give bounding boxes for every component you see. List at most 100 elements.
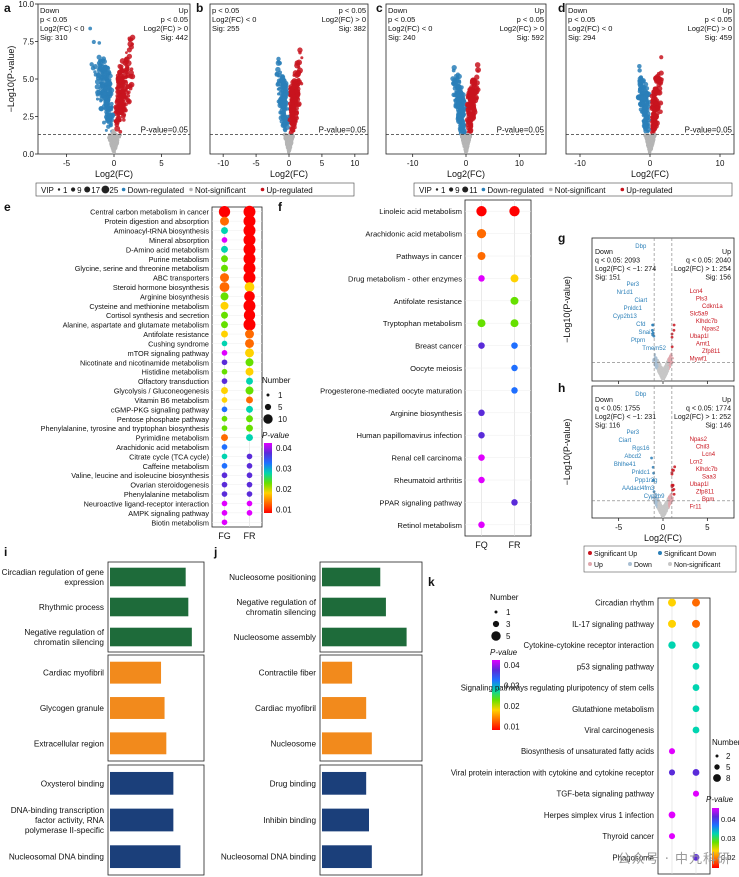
color-legend-tick: 0.01 [276, 506, 292, 515]
category-label: Pentose phosphate pathway [117, 415, 209, 424]
bar-bp [322, 597, 386, 617]
dotplot-f: Linoleic acid metabolism Arachidonic acid… [320, 199, 532, 732]
up-point [655, 105, 659, 109]
down-gene-label: AAdacl4fm3 [622, 486, 655, 492]
dot-fq [476, 229, 487, 239]
size-legend-dot [264, 403, 272, 411]
dot-fg [221, 510, 228, 516]
up-point [289, 100, 295, 106]
down-gene-label: Cyp2b9 [644, 494, 665, 500]
color-legend-tick: 0.03 [276, 465, 292, 474]
up-point [127, 100, 131, 104]
legend-title: VIP [419, 186, 432, 195]
ns-point [463, 143, 467, 147]
category-label: Central carbon metabolism in cancer [90, 208, 209, 217]
size-legend-title: Number [712, 738, 739, 747]
down-point [281, 99, 288, 106]
size-legend-label: 1 [278, 391, 283, 400]
dot-fg [221, 245, 228, 253]
category-label: Nucleosome [270, 739, 316, 748]
down-annotation: Sig: 116 [595, 423, 620, 430]
dot-fq [477, 319, 486, 328]
legend-entry: Significant Down [664, 551, 716, 558]
dot [668, 811, 676, 819]
size-legend-label: 2 [726, 752, 731, 761]
category-label: DNA-binding transcription [11, 806, 105, 815]
down-point [93, 73, 98, 77]
dot-fr [243, 205, 256, 218]
color-legend-title: P-value [706, 795, 734, 804]
category-label: IL-17 signaling pathway [572, 620, 654, 629]
down-annotation: Log2(FC) < 0 [40, 24, 84, 33]
down-gene-label: Per3 [626, 430, 639, 436]
x-axis-label: Log2(FC) [95, 169, 133, 179]
down-point [638, 75, 643, 80]
dot-fr [246, 405, 253, 413]
dot-fg [221, 359, 228, 366]
legend-entry: Down [634, 562, 652, 569]
down-point [91, 39, 96, 45]
up-annotation: Sig: 459 [704, 33, 732, 42]
point [654, 362, 657, 365]
point [654, 356, 657, 360]
up-gene-label: Lcn4 [690, 289, 704, 295]
point [657, 505, 661, 508]
legend-box [583, 545, 737, 573]
down-point [104, 100, 109, 106]
up-point [473, 79, 478, 84]
down-point [109, 101, 114, 106]
up-gene-label: Npas2 [702, 327, 720, 333]
dot-fg [221, 519, 228, 526]
up-point [127, 36, 132, 41]
dot [692, 619, 700, 628]
dot [668, 833, 676, 840]
up-annotation: Sig: 592 [516, 33, 544, 42]
up-point [292, 80, 298, 86]
bar-bp [322, 627, 407, 647]
dot-fr [243, 243, 256, 256]
y-axis-label: −Log10(P-value) [562, 276, 572, 343]
dot-fg [220, 292, 229, 301]
dot-fr [244, 282, 255, 292]
category-label: TGF-beta signaling pathway [556, 790, 654, 799]
dot-fr [246, 453, 253, 460]
dot-fq [478, 521, 485, 529]
dot [692, 790, 700, 797]
down-point [645, 101, 650, 107]
category-label: polymerase II-specific [25, 826, 104, 835]
up-point [115, 79, 122, 85]
up-point [471, 84, 475, 88]
point [657, 502, 660, 505]
up-point [122, 79, 126, 83]
dot-fg [221, 368, 228, 375]
dot-fr [246, 434, 253, 442]
bar-cc [110, 661, 162, 684]
category-label: Cysteine and methionine metabolism [89, 302, 209, 311]
up-point [288, 86, 294, 92]
category-label: Drug metabolism - other enzymes [348, 274, 462, 283]
up-gene-label: Npas2 [690, 437, 708, 443]
category-label: chromatin silencing [34, 638, 105, 647]
down-point [451, 80, 456, 86]
legend-entry: Up-regulated [267, 186, 313, 195]
up-point [654, 96, 658, 101]
down-point [459, 127, 464, 131]
category-label: Nucleosome assembly [234, 633, 317, 642]
category-label: Cytokine-cytokine receptor interaction [524, 641, 654, 650]
bar-mf [322, 771, 367, 795]
ns-point [111, 145, 115, 149]
x-tick-label: 5 [159, 159, 164, 168]
point [671, 357, 675, 360]
ns-point [647, 147, 651, 152]
dot-fg [221, 434, 228, 442]
legend-entry: 11 [469, 186, 478, 195]
legend-entry: 1 [441, 186, 446, 195]
down-annotation: Sig: 255 [212, 24, 240, 33]
point [661, 511, 664, 515]
up-annotation: Log2(FC) > 0 [144, 24, 188, 33]
category-label: Signaling pathways regulating pluripoten… [461, 684, 654, 693]
down-point [101, 94, 105, 98]
up-point [120, 113, 126, 119]
dot [668, 769, 676, 776]
